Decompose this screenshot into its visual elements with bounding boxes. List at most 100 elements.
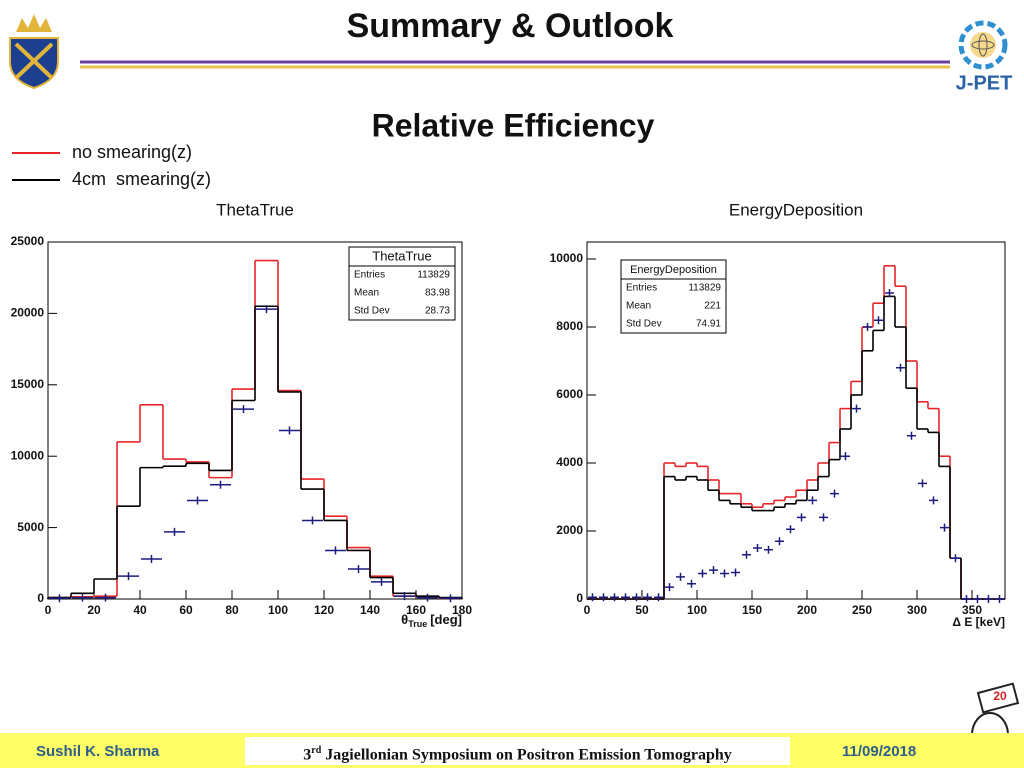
university-logo (9, 14, 59, 90)
data-point (984, 595, 993, 603)
y-tick-label: 5000 (17, 520, 44, 534)
x-tick-label: 300 (907, 603, 927, 617)
x-tick-label: 40 (133, 603, 147, 617)
x-tick-label: 60 (179, 603, 193, 617)
stats-label: Std Dev (626, 319, 662, 330)
x-tick-label: 150 (742, 603, 762, 617)
logo-text: J-PET (956, 72, 1013, 94)
data-point (797, 513, 806, 522)
data-point (896, 363, 905, 372)
data-point (440, 594, 461, 603)
data-point (808, 496, 817, 505)
data-point (698, 569, 707, 578)
data-point (632, 593, 641, 602)
data-point (210, 480, 231, 489)
y-tick-label: 8000 (556, 319, 583, 333)
x-axis-label: Δ E [keV] (952, 615, 1005, 629)
data-point (918, 479, 927, 488)
data-point (95, 593, 116, 602)
legend-label: no smearing(z) (72, 142, 192, 162)
x-label-symbol: θ (401, 612, 408, 627)
stats-label: Entries (626, 283, 657, 294)
x-tick-label: 50 (635, 603, 649, 617)
stats-box (620, 259, 727, 334)
y-tick-label: 25000 (11, 234, 45, 248)
data-point (940, 523, 949, 532)
stats-label: Mean (626, 301, 651, 312)
x-tick-label: 0 (584, 603, 591, 617)
mascot: 20 (971, 682, 1020, 733)
x-tick-label: 0 (45, 603, 52, 617)
x-tick-label: 250 (852, 603, 872, 617)
stats-value: 28.73 (425, 306, 450, 317)
stats-box (348, 246, 456, 321)
data-point (929, 496, 938, 505)
data-point (841, 452, 850, 461)
data-point (819, 513, 828, 522)
stats-value: 113829 (417, 270, 450, 281)
x-tick-label: 100 (268, 603, 288, 617)
x-tick-label: 20 (87, 603, 101, 617)
x-tick-label: 350 (962, 603, 982, 617)
data-point (371, 577, 392, 586)
event-name: 3rd Jagiellonian Symposium on Positron E… (245, 737, 790, 765)
x-axis-label: θTrue [deg] (401, 612, 462, 629)
y-tick-label: 0 (576, 591, 583, 605)
chart-title: EnergyDeposition (729, 200, 863, 219)
data-point (764, 545, 773, 554)
jpet-logo: J-PET (956, 20, 1013, 94)
footer-bar: Sushil K. Sharma 3rd Jagiellonian Sympos… (0, 733, 1024, 768)
y-tick-label: 10000 (11, 448, 45, 462)
slide-subtitle: Relative Efficiency (372, 107, 655, 143)
y-tick-label: 15000 (11, 377, 45, 391)
data-point (874, 316, 883, 325)
x-tick-label: 160 (406, 603, 426, 617)
author: Sushil K. Sharma (36, 743, 160, 760)
date: 11/09/2018 (842, 743, 917, 760)
stats-title: ThetaTrue (372, 248, 432, 263)
data-point (665, 583, 674, 592)
y-tick-label: 4000 (556, 455, 583, 469)
data-point (599, 593, 608, 602)
stats-value: 83.98 (425, 288, 450, 299)
data-point (962, 595, 971, 603)
data-point (394, 592, 415, 601)
chart-title: ThetaTrue (216, 200, 294, 219)
y-tick-label: 2000 (556, 523, 583, 537)
data-point (325, 546, 346, 555)
plot-frame (47, 241, 463, 600)
event-suffix: rd (311, 745, 322, 756)
data-point (256, 305, 277, 314)
x-label-unit: [deg] (430, 612, 462, 627)
data-point (852, 404, 861, 413)
data-point (676, 572, 685, 581)
stats-title: EnergyDeposition (630, 264, 717, 276)
data-point (753, 544, 762, 552)
stats-label: Entries (354, 270, 385, 281)
data-point (654, 593, 663, 602)
data-point (687, 579, 696, 588)
stats-value: 113829 (688, 283, 721, 294)
data-point (973, 595, 982, 603)
event-ordinal: 3 (303, 746, 312, 764)
data-point (742, 550, 751, 559)
data-point (951, 554, 960, 563)
y-tick-label: 6000 (556, 387, 583, 401)
data-point (348, 565, 369, 574)
data-point (720, 569, 729, 578)
y-tick-label: 20000 (11, 306, 45, 320)
svg-text:20: 20 (993, 689, 1007, 703)
legend-label: 4cm smearing(z) (72, 169, 211, 189)
data-point (588, 593, 597, 602)
stats-label: Mean (354, 288, 379, 299)
data-point (907, 431, 916, 440)
data-point (621, 593, 630, 602)
data-point (233, 405, 254, 414)
event-title: Jagiellonian Symposium on Positron Emiss… (325, 746, 732, 764)
y-tick-label: 0 (37, 591, 44, 605)
data-point (118, 572, 139, 581)
x-tick-label: 180 (452, 603, 472, 617)
slide-canvas: J-PET Summary & Outlook Relative Efficie… (9, 7, 1020, 733)
data-point (885, 289, 894, 297)
